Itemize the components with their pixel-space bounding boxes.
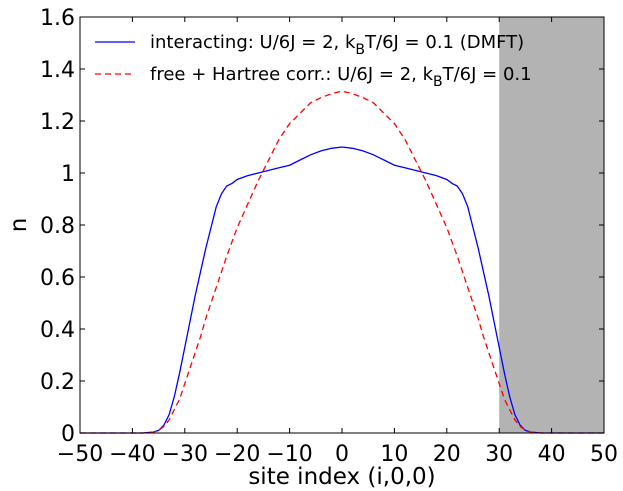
x-tick-label: 20 (433, 442, 461, 467)
x-tick-label: 40 (538, 442, 566, 467)
legend-entry-hartree: free + Hartree corr.: U/6J = 2, kBT/6J =… (150, 64, 532, 90)
legend: interacting: U/6J = 2, kBT/6J = 0.1 (DMF… (95, 32, 532, 90)
legend-entry-interacting: interacting: U/6J = 2, kBT/6J = 0.1 (DMF… (150, 32, 524, 58)
y-tick-label: 1.2 (40, 110, 75, 135)
x-tick-label: −50 (57, 442, 103, 467)
x-tick-label: −40 (109, 442, 155, 467)
y-tick-label: 0.2 (40, 370, 75, 395)
series-line-0 (80, 146, 604, 434)
y-tick-label: 0.6 (40, 266, 75, 291)
x-tick-label: −20 (214, 442, 260, 467)
y-tick-label: 0.4 (40, 318, 75, 343)
x-tick-label: −10 (266, 442, 312, 467)
y-axis-label: n (6, 218, 32, 233)
x-tick-label: 30 (485, 442, 513, 467)
shaded-region (499, 17, 604, 433)
x-tick-label: 50 (590, 442, 618, 467)
x-tick-label: 10 (380, 442, 408, 467)
x-tick-label: −30 (162, 442, 208, 467)
y-tick-label: 0.8 (40, 214, 75, 239)
x-tick-label: 0 (335, 442, 349, 467)
y-tick-label: 1.6 (40, 6, 75, 31)
y-tick-label: 0 (61, 422, 75, 447)
x-axis-label: site index (i,0,0) (248, 464, 435, 490)
y-tick-label: 1 (61, 162, 75, 187)
y-tick-label: 1.4 (40, 58, 75, 83)
series-line-1 (80, 90, 604, 434)
